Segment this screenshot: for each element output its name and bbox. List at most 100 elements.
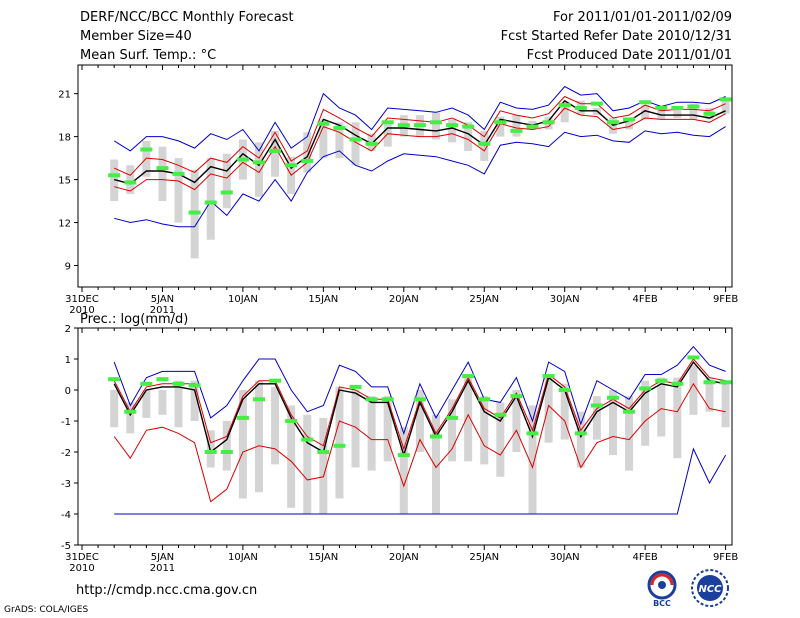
range-bar (673, 106, 682, 118)
x-tick-label: 15JAN (308, 294, 338, 305)
observation-marker (526, 431, 539, 436)
y-tick-label: 18 (58, 133, 71, 144)
range-bar (512, 115, 521, 137)
observation-marker (140, 381, 153, 386)
ncc-logo-text: NCC (698, 584, 722, 595)
observation-marker (156, 166, 169, 171)
range-bar (271, 386, 280, 465)
range-bar (448, 119, 457, 143)
ncc-logo-icon: NCC (691, 569, 729, 607)
observation-marker (623, 409, 636, 414)
range-bar (126, 165, 135, 194)
observation-marker (719, 97, 732, 102)
range-bar (464, 122, 473, 151)
observation-marker (446, 415, 459, 420)
observation-marker (140, 147, 153, 152)
observation-marker (108, 377, 121, 382)
observation-marker (252, 160, 265, 165)
range-bar (319, 119, 328, 159)
range-bar (657, 107, 666, 120)
series-line-spread_upper (113, 95, 726, 176)
series-line-ensemble_min (114, 126, 726, 228)
observation-marker (478, 141, 491, 146)
range-bar (625, 117, 634, 130)
range-bar (351, 122, 360, 166)
observation-marker (494, 412, 507, 417)
observation-marker (462, 124, 475, 129)
range-bar (206, 158, 215, 240)
variable-label: Mean Surf. Temp.: °C (80, 48, 217, 63)
observation-marker (236, 157, 249, 162)
range-bar (512, 390, 521, 452)
range-bar (721, 383, 730, 428)
x-tick-sublabel: 2011 (150, 305, 175, 316)
range-bar (383, 122, 392, 147)
y-tick-label: -1 (61, 417, 71, 428)
observation-marker (446, 123, 459, 128)
range-bar (721, 99, 730, 114)
x-tick-label: 25JAN (469, 552, 499, 563)
observation-marker (606, 120, 619, 125)
observation-marker (285, 419, 298, 423)
observation-marker (381, 120, 394, 125)
range-bar (560, 383, 569, 440)
y-tick-label: 2 (65, 324, 71, 335)
plot-frame (77, 327, 733, 546)
y-tick-label: -3 (61, 479, 71, 490)
y-tick-label: -4 (61, 510, 71, 521)
range-bar (126, 402, 135, 434)
observation-marker (397, 123, 410, 128)
range-bar (319, 417, 328, 514)
range-bar (641, 380, 650, 446)
observation-marker (172, 381, 185, 386)
observation-marker (494, 120, 507, 125)
range-bar (174, 158, 183, 223)
observation-marker (108, 173, 121, 178)
observation-marker (413, 123, 426, 128)
observation-marker (639, 386, 652, 391)
x-tick-label: 9FEB (713, 294, 738, 305)
panel-title: Prec.: log(mm/d) (80, 312, 188, 327)
range-bar (464, 377, 473, 462)
observation-marker (220, 450, 233, 454)
range-bar (158, 390, 167, 415)
range-bar (383, 396, 392, 462)
x-tick-label: 25JAN (469, 294, 499, 305)
series-line-spread_lower (114, 107, 726, 192)
range-bar (431, 112, 440, 140)
range-bar (496, 116, 505, 137)
x-tick-label: 31DEC (65, 294, 99, 305)
range-bar (625, 396, 634, 471)
y-tick-label: 15 (58, 176, 71, 187)
observation-marker (381, 397, 394, 402)
range-bar (254, 142, 263, 197)
range-bar (158, 146, 167, 202)
x-tick-label: 5JAN (151, 294, 174, 305)
series-line-ensemble_min (114, 447, 727, 515)
range-bar (190, 380, 199, 421)
x-tick-label: 30JAN (550, 294, 580, 305)
series-line-ensemble_max (113, 85, 726, 152)
observation-marker (365, 397, 378, 402)
observation-marker (124, 409, 137, 414)
observation-marker (172, 171, 185, 176)
observation-marker (703, 380, 716, 385)
bcc-logo-icon: BCC (647, 570, 677, 608)
observation-marker (671, 381, 684, 386)
x-tick-label: 31DEC (65, 552, 99, 563)
source-url[interactable]: http://cmdp.ncc.cma.gov.cn (76, 583, 258, 598)
observation-marker (687, 104, 700, 109)
x-tick-label: 20JAN (389, 294, 419, 305)
range-bar (576, 411, 585, 468)
y-tick-label: 1 (65, 355, 71, 366)
range-bar (206, 430, 215, 468)
observation-marker (574, 431, 587, 436)
range-bar (496, 402, 505, 477)
range-bar (335, 122, 344, 159)
chart-title: DERF/NCC/BCC Monthly Forecast (80, 10, 294, 25)
observation-marker (301, 158, 314, 163)
observation-marker (188, 383, 201, 388)
series-line-ensemble_mean (114, 99, 726, 185)
fcst-produced-label: Fcst Produced Date 2011/01/01 (526, 48, 732, 63)
